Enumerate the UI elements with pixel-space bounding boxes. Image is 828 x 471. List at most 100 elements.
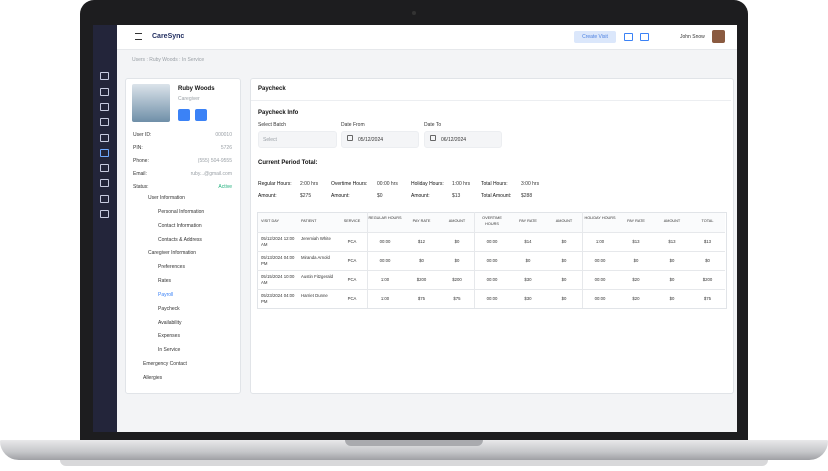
table-cell: 05/15/2024 10:00 AM xyxy=(261,274,295,285)
sidebar-icon[interactable] xyxy=(100,134,109,142)
table-cell: Harriet Dunne xyxy=(301,293,328,298)
nav-group[interactable]: Allergies xyxy=(143,374,163,381)
paycheck-title: Paycheck xyxy=(258,86,286,92)
table-cell: 00:00 xyxy=(379,239,391,244)
sidebar-icon[interactable] xyxy=(100,195,109,203)
field-value: ruby...@gmail.com xyxy=(190,171,232,177)
nav-item[interactable]: Personal Information xyxy=(158,209,205,215)
filter-value: 05/12/2024 xyxy=(358,137,384,143)
table-cell: Austin Fitzgerald xyxy=(301,274,334,279)
calendar-icon[interactable] xyxy=(640,33,649,41)
user-avatar[interactable] xyxy=(712,30,725,43)
email-button[interactable] xyxy=(195,109,207,121)
sidebar-icon[interactable] xyxy=(100,179,109,187)
table-cell: $13 xyxy=(668,239,676,244)
column-header: PAY RATE xyxy=(519,219,537,223)
table-cell: $13 xyxy=(632,239,640,244)
filter-label: Select Batch xyxy=(258,122,287,128)
summary-label: Total Hours: xyxy=(481,181,508,187)
row-divider xyxy=(257,251,725,252)
table-cell: Miranda Arnold xyxy=(301,255,330,260)
summary-label: Amount: xyxy=(411,193,430,199)
table-cell: 05/13/2024 04:00 PM xyxy=(261,255,295,266)
summary-label: Total Amount: xyxy=(481,193,512,199)
nav-group[interactable]: User Information xyxy=(148,195,185,201)
summary-value: $13 xyxy=(452,193,461,199)
field-label: Status: xyxy=(133,184,149,190)
profile-role: Caregiver xyxy=(178,96,200,102)
filter-input[interactable] xyxy=(258,131,337,148)
sidebar-icon[interactable] xyxy=(100,210,109,218)
camera xyxy=(412,11,416,15)
nav-group[interactable]: Emergency Contact xyxy=(143,361,187,367)
nav-item[interactable]: Contacts & Address xyxy=(158,236,202,243)
create-visit-button[interactable]: Create Visit xyxy=(574,31,616,43)
nav-item[interactable]: Expenses xyxy=(158,333,180,340)
sidebar-icon[interactable] xyxy=(100,103,109,111)
column-header: TOTAL xyxy=(701,219,714,223)
field-value: 5726 xyxy=(220,145,232,151)
table-cell: $0 xyxy=(561,258,567,263)
sidebar-icon[interactable] xyxy=(100,72,109,80)
table-cell: PCA xyxy=(347,258,357,263)
summary-label: Overtime Hours: xyxy=(331,181,368,187)
table-cell: $200 xyxy=(702,277,713,282)
nav-group[interactable]: Caregiver Information xyxy=(148,250,197,257)
sidebar-icon[interactable] xyxy=(100,149,109,157)
filter-label: Date To xyxy=(424,122,442,128)
column-header: PAY RATE xyxy=(627,219,645,223)
table-cell: PCA xyxy=(347,239,357,244)
table-cell: $13 xyxy=(703,239,712,244)
call-button[interactable] xyxy=(178,109,190,121)
row-divider xyxy=(257,270,725,271)
summary-value: 00:00 hrs xyxy=(377,181,398,187)
column-header: PAY RATE xyxy=(412,219,431,223)
summary-label: Amount: xyxy=(331,193,350,199)
top-bar xyxy=(117,25,737,50)
column-header: AMOUNT xyxy=(555,219,573,223)
user-name: John Snow xyxy=(680,34,705,40)
summary-value: 3:00 hrs xyxy=(521,181,540,187)
menu-icon[interactable] xyxy=(135,33,142,40)
filter-value: 06/12/2024 xyxy=(441,137,467,143)
column-header: AMOUNT xyxy=(448,219,466,223)
table-cell: 05/12/2024 12:00 AM xyxy=(261,236,295,247)
sidebar-icon[interactable] xyxy=(100,164,109,172)
table-cell: 1:00 xyxy=(380,296,390,301)
nav-item[interactable]: Contact Information xyxy=(158,222,202,229)
field-label: Phone: xyxy=(133,158,149,164)
table-cell: $0 xyxy=(419,258,424,263)
table-cell: $0 xyxy=(669,277,675,282)
nav-item[interactable]: Payroll xyxy=(158,292,174,298)
table-cell: PCA xyxy=(347,277,357,282)
field-value: 000010 xyxy=(215,132,232,138)
nav-item[interactable]: Rates xyxy=(158,278,172,285)
table-cell: 05/23/2024 04:00 PM xyxy=(261,293,295,304)
column-divider xyxy=(474,212,475,308)
summary-value: 2:00 hrs xyxy=(300,181,319,187)
field-label: Email: xyxy=(133,171,147,177)
table-cell: $0 xyxy=(561,296,567,301)
sidebar-icon[interactable] xyxy=(100,118,109,126)
table-cell: $0 xyxy=(633,258,639,263)
summary-value: 1:00 hrs xyxy=(452,181,471,187)
nav-item[interactable]: Availability xyxy=(158,319,182,326)
table-cell: $0 xyxy=(561,239,567,244)
table-cell: 00:00 xyxy=(486,239,498,244)
summary-value: $288 xyxy=(521,193,533,199)
nav-item[interactable]: Paycheck xyxy=(158,305,180,312)
filter-input[interactable] xyxy=(424,131,502,148)
breadcrumb: Users : Ruby Woods : In Service xyxy=(132,57,205,63)
table-cell: 00:00 xyxy=(379,258,391,263)
table-cell: $20 xyxy=(632,277,640,282)
filter-input[interactable] xyxy=(341,131,419,148)
nav-item[interactable]: In Service xyxy=(158,347,181,354)
table-cell: $0 xyxy=(705,258,710,263)
nav-item[interactable]: Preferences xyxy=(158,264,185,271)
profile-name: Ruby Woods xyxy=(178,86,215,92)
sidebar-icon[interactable] xyxy=(100,88,109,96)
chat-icon[interactable] xyxy=(624,33,633,41)
column-divider xyxy=(582,212,583,308)
filter-value: Select xyxy=(263,137,277,143)
